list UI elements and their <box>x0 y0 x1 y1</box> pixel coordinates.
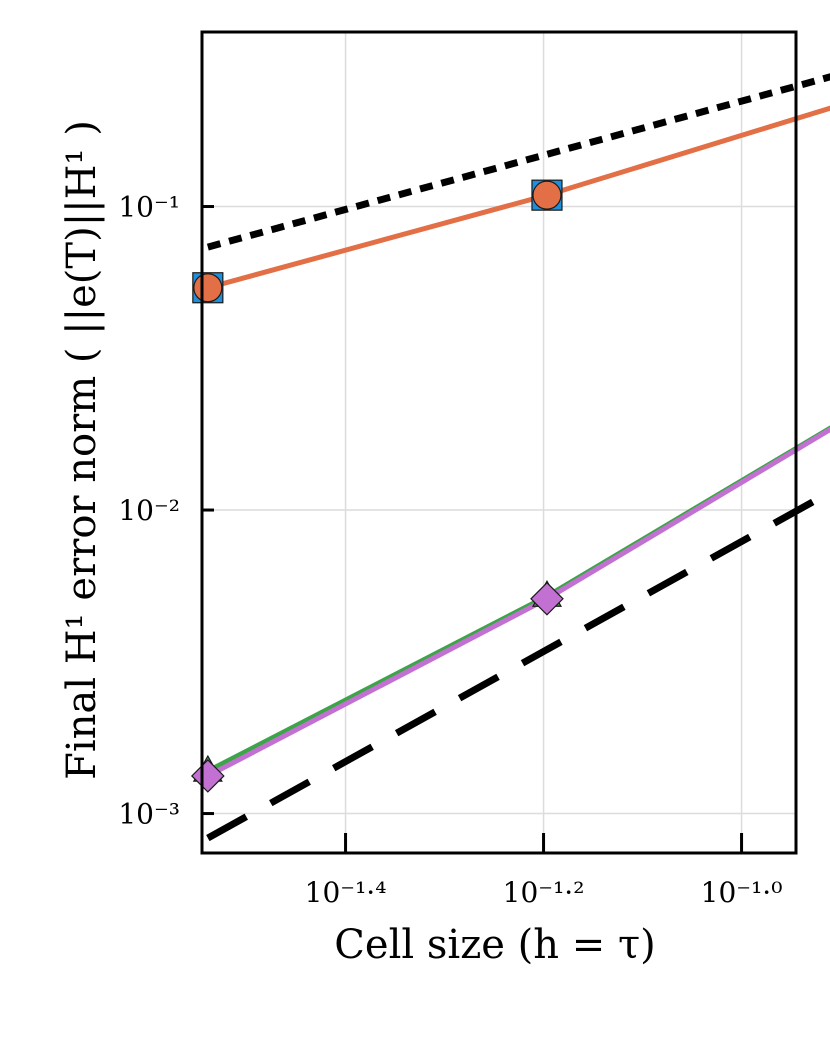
reference-order-1 <box>206 73 830 251</box>
plot-markers <box>190 179 564 793</box>
axis-ticks <box>202 205 744 853</box>
x-tick-label: 10⁻¹·² <box>503 876 585 909</box>
series-purple-diamond-point <box>530 581 564 616</box>
x-tick-label: 10⁻¹·⁰ <box>701 876 783 909</box>
y-tick-label: 10⁻³ <box>118 798 180 831</box>
grid <box>202 32 796 853</box>
y-axis-title: Final H¹ error norm ( ||e(T)||H¹ ) <box>59 120 105 780</box>
axis-tick-labels: 10⁻¹·⁴ 10⁻¹·² 10⁻¹·⁰ 10⁻¹ 10⁻² 10⁻³ <box>118 191 782 909</box>
x-tick-label: 10⁻¹·⁴ <box>305 876 387 909</box>
plot-frame <box>200 30 798 855</box>
reference-order-2 <box>206 488 830 842</box>
y-tick-label: 10⁻² <box>118 494 180 527</box>
series-green-triangle-line <box>206 425 830 774</box>
series-orange-circle-point <box>532 180 562 210</box>
series-orange-circle-point <box>193 273 223 303</box>
plot-lines <box>206 73 830 842</box>
x-axis-title: Cell size (h = τ) <box>334 922 655 968</box>
series-orange-circle-line <box>207 105 830 291</box>
y-tick-label: 10⁻¹ <box>118 191 180 224</box>
series-purple-diamond-point <box>190 759 225 793</box>
